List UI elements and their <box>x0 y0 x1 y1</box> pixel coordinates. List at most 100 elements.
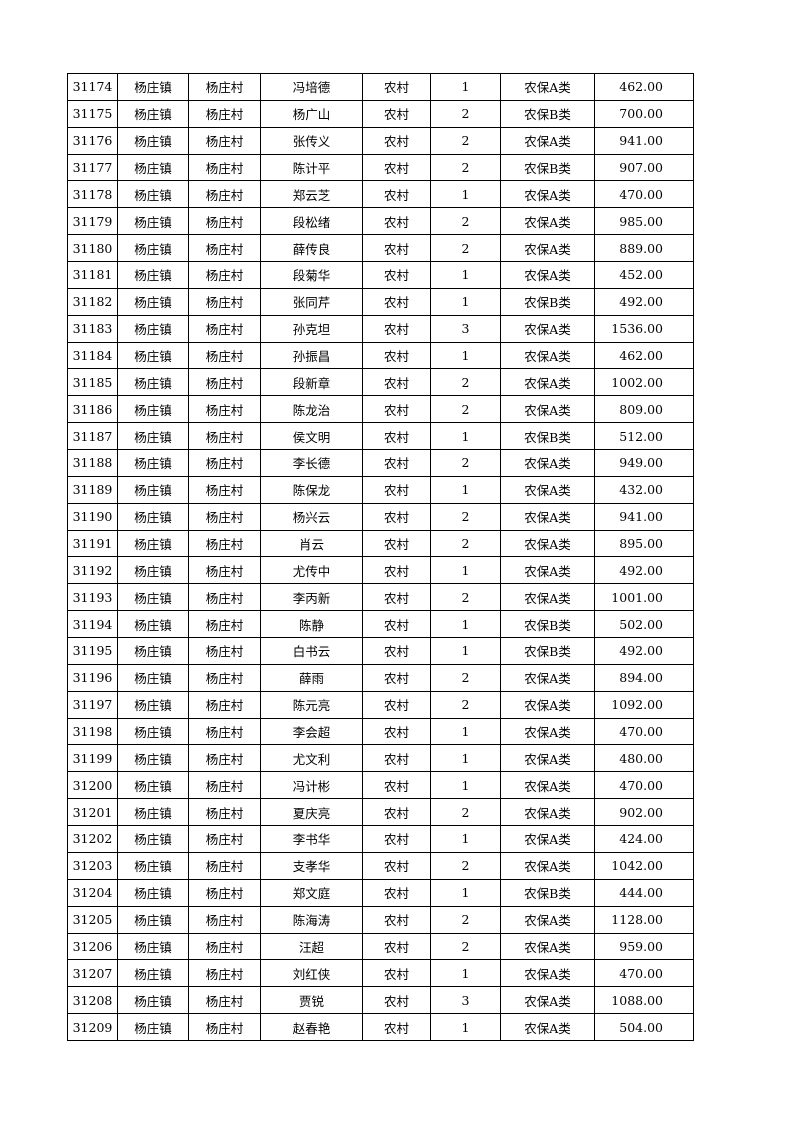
category-cell: 农保B类 <box>500 637 595 665</box>
id-cell: 31194 <box>67 610 118 639</box>
id-cell: 31174 <box>67 73 118 101</box>
category-cell: 农保A类 <box>500 771 595 800</box>
category-cell: 农保A类 <box>500 690 595 719</box>
town-cell: 杨庄镇 <box>117 261 189 289</box>
name-cell: 肖云 <box>260 529 363 558</box>
count-cell: 2 <box>430 126 501 155</box>
id-cell: 31195 <box>67 637 118 665</box>
type-cell: 农村 <box>362 905 431 934</box>
count-cell: 1 <box>430 287 501 316</box>
town-cell: 杨庄镇 <box>117 287 189 316</box>
amount-cell: 502.00 <box>594 610 694 639</box>
village-cell: 杨庄村 <box>188 234 261 263</box>
count-cell: 1 <box>430 610 501 639</box>
amount-cell: 949.00 <box>594 449 694 477</box>
type-cell: 农村 <box>362 234 431 263</box>
id-cell: 31202 <box>67 825 118 853</box>
id-cell: 31181 <box>67 261 118 289</box>
name-cell: 张同芹 <box>260 287 363 316</box>
count-cell: 1 <box>430 744 501 773</box>
village-cell: 杨庄村 <box>188 771 261 800</box>
village-cell: 杨庄村 <box>188 851 261 880</box>
village-cell: 杨庄村 <box>188 422 261 451</box>
village-cell: 杨庄村 <box>188 825 261 853</box>
table-row: 31187 杨庄镇 杨庄村 侯文明 农村 1 农保B类 512.00 <box>67 422 694 451</box>
category-cell: 农保A类 <box>500 395 595 424</box>
town-cell: 杨庄镇 <box>117 959 189 988</box>
type-cell: 农村 <box>362 73 431 101</box>
count-cell: 2 <box>430 690 501 719</box>
name-cell: 薛传良 <box>260 234 363 263</box>
town-cell: 杨庄镇 <box>117 610 189 639</box>
amount-cell: 1088.00 <box>594 986 694 1015</box>
name-cell: 侯文明 <box>260 422 363 451</box>
id-cell: 31205 <box>67 905 118 934</box>
category-cell: 农保A类 <box>500 207 595 236</box>
type-cell: 农村 <box>362 771 431 800</box>
amount-cell: 1002.00 <box>594 368 694 397</box>
id-cell: 31209 <box>67 1013 118 1041</box>
count-cell: 1 <box>430 771 501 800</box>
id-cell: 31199 <box>67 744 118 773</box>
id-cell: 31204 <box>67 878 118 907</box>
amount-cell: 462.00 <box>594 73 694 101</box>
amount-cell: 492.00 <box>594 637 694 665</box>
table-row: 31198 杨庄镇 杨庄村 李会超 农村 1 农保A类 470.00 <box>67 717 694 746</box>
type-cell: 农村 <box>362 207 431 236</box>
village-cell: 杨庄村 <box>188 637 261 665</box>
id-cell: 31197 <box>67 690 118 719</box>
town-cell: 杨庄镇 <box>117 932 189 961</box>
town-cell: 杨庄镇 <box>117 502 189 531</box>
town-cell: 杨庄镇 <box>117 798 189 827</box>
town-cell: 杨庄镇 <box>117 234 189 263</box>
name-cell: 陈静 <box>260 610 363 639</box>
amount-cell: 492.00 <box>594 287 694 316</box>
table-row: 31185 杨庄镇 杨庄村 段新章 农村 2 农保A类 1002.00 <box>67 368 694 397</box>
category-cell: 农保A类 <box>500 663 595 692</box>
id-cell: 31190 <box>67 502 118 531</box>
count-cell: 1 <box>430 261 501 289</box>
village-cell: 杨庄村 <box>188 395 261 424</box>
name-cell: 支孝华 <box>260 851 363 880</box>
count-cell: 2 <box>430 395 501 424</box>
amount-cell: 470.00 <box>594 771 694 800</box>
amount-cell: 895.00 <box>594 529 694 558</box>
category-cell: 农保A类 <box>500 261 595 289</box>
village-cell: 杨庄村 <box>188 529 261 558</box>
town-cell: 杨庄镇 <box>117 583 189 612</box>
type-cell: 农村 <box>362 556 431 585</box>
count-cell: 1 <box>430 422 501 451</box>
village-cell: 杨庄村 <box>188 287 261 316</box>
category-cell: 农保A类 <box>500 73 595 101</box>
count-cell: 2 <box>430 368 501 397</box>
category-cell: 农保B类 <box>500 610 595 639</box>
id-cell: 31208 <box>67 986 118 1015</box>
table-row: 31202 杨庄镇 杨庄村 李书华 农村 1 农保A类 424.00 <box>67 825 694 853</box>
type-cell: 农村 <box>362 153 431 182</box>
name-cell: 冯计彬 <box>260 771 363 800</box>
table-row: 31195 杨庄镇 杨庄村 白书云 农村 1 农保B类 492.00 <box>67 637 694 665</box>
village-cell: 杨庄村 <box>188 126 261 155</box>
village-cell: 杨庄村 <box>188 314 261 343</box>
table-row: 31190 杨庄镇 杨庄村 杨兴云 农村 2 农保A类 941.00 <box>67 502 694 531</box>
town-cell: 杨庄镇 <box>117 771 189 800</box>
count-cell: 1 <box>430 180 501 209</box>
village-cell: 杨庄村 <box>188 99 261 128</box>
amount-cell: 902.00 <box>594 798 694 827</box>
count-cell: 2 <box>430 153 501 182</box>
village-cell: 杨庄村 <box>188 475 261 504</box>
category-cell: 农保A类 <box>500 583 595 612</box>
type-cell: 农村 <box>362 932 431 961</box>
category-cell: 农保B类 <box>500 153 595 182</box>
count-cell: 1 <box>430 556 501 585</box>
count-cell: 1 <box>430 475 501 504</box>
count-cell: 2 <box>430 932 501 961</box>
amount-cell: 432.00 <box>594 475 694 504</box>
name-cell: 尤文利 <box>260 744 363 773</box>
category-cell: 农保A类 <box>500 959 595 988</box>
id-cell: 31186 <box>67 395 118 424</box>
amount-cell: 959.00 <box>594 932 694 961</box>
village-cell: 杨庄村 <box>188 261 261 289</box>
type-cell: 农村 <box>362 878 431 907</box>
name-cell: 张传义 <box>260 126 363 155</box>
